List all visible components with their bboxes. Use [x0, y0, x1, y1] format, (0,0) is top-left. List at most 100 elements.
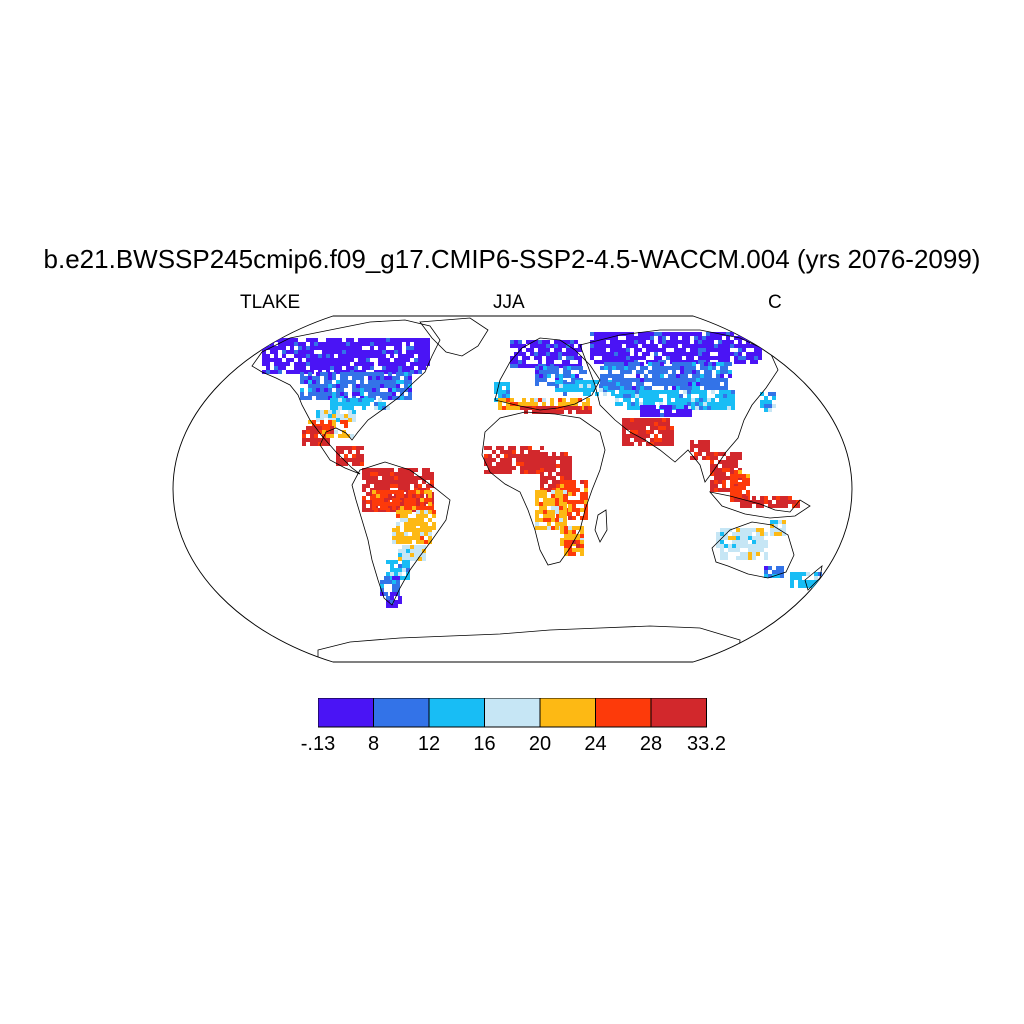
field-cell	[655, 390, 659, 394]
field-cell	[746, 344, 750, 348]
field-cell	[372, 490, 376, 494]
field-cell	[567, 366, 571, 370]
field-cell	[398, 342, 402, 346]
field-cell	[262, 338, 266, 342]
field-cell	[332, 376, 336, 380]
field-cell	[384, 502, 388, 506]
field-cell	[650, 332, 654, 336]
field-cell	[648, 370, 652, 374]
field-cell	[326, 354, 330, 358]
field-cell	[750, 360, 754, 364]
field-cell	[660, 370, 664, 374]
field-cell	[366, 358, 370, 362]
field-cell	[642, 418, 646, 422]
field-cell	[530, 398, 534, 402]
field-cell	[691, 390, 695, 394]
field-cell	[634, 340, 638, 344]
field-cell	[576, 488, 580, 492]
field-cell	[688, 386, 692, 390]
field-cell	[546, 360, 550, 364]
field-cell	[640, 409, 644, 413]
field-cell	[754, 344, 758, 348]
field-cell	[502, 394, 506, 398]
field-cell	[424, 498, 428, 502]
field-cell	[600, 374, 604, 378]
field-cell	[576, 526, 580, 530]
field-cell	[780, 574, 784, 578]
field-cell	[366, 500, 370, 504]
field-cell	[626, 336, 630, 340]
field-cell	[320, 388, 324, 392]
field-cell	[520, 446, 524, 450]
field-cell	[587, 384, 591, 388]
field-cell	[432, 522, 436, 526]
field-cell	[555, 490, 559, 494]
field-cell	[704, 378, 708, 382]
field-cell	[390, 568, 394, 572]
field-cell	[658, 426, 662, 430]
field-cell	[551, 526, 555, 530]
field-cell	[360, 462, 364, 466]
field-cell	[634, 434, 638, 438]
field-cell	[572, 488, 576, 492]
field-cell	[406, 338, 410, 342]
field-cell	[543, 506, 547, 510]
field-cell	[274, 366, 278, 370]
field-cell	[420, 494, 424, 498]
field-cell	[702, 340, 706, 344]
field-cell	[348, 458, 352, 462]
field-cell	[688, 382, 692, 386]
field-cell	[536, 470, 540, 474]
field-cell	[798, 584, 802, 588]
field-cell	[560, 476, 564, 480]
coastline-antarctica	[317, 625, 741, 662]
field-cell	[330, 362, 334, 366]
field-cell	[699, 402, 703, 406]
field-cell	[723, 406, 727, 410]
field-cell	[380, 494, 384, 498]
field-cell	[510, 398, 514, 402]
field-cell	[322, 362, 326, 366]
field-cell	[316, 414, 320, 418]
field-cell	[706, 448, 710, 452]
field-cell	[346, 350, 350, 354]
field-cell	[734, 344, 738, 348]
field-cell	[424, 514, 428, 518]
field-cell	[651, 394, 655, 398]
field-cell	[618, 332, 622, 336]
field-cell	[682, 332, 686, 336]
field-cell	[398, 553, 402, 557]
field-cell	[432, 510, 436, 514]
field-cell	[492, 466, 496, 470]
field-cell	[398, 564, 402, 568]
field-cell	[654, 422, 658, 426]
field-cell	[571, 366, 575, 370]
field-cell	[760, 528, 764, 532]
field-cell	[408, 494, 412, 498]
field-cell	[526, 364, 530, 368]
field-cell	[748, 528, 752, 532]
field-cell	[818, 584, 822, 588]
field-cell	[794, 576, 798, 580]
field-cell	[414, 342, 418, 346]
field-cell	[414, 553, 418, 557]
field-cell	[576, 500, 580, 504]
field-cell	[356, 446, 360, 450]
field-cell	[772, 396, 776, 400]
field-cell	[718, 352, 722, 356]
field-cell	[530, 348, 534, 352]
field-cell	[680, 362, 684, 366]
field-cell	[532, 410, 536, 414]
field-cell	[644, 386, 648, 390]
field-cell	[548, 488, 552, 492]
field-cell	[730, 468, 734, 472]
field-cell	[535, 514, 539, 518]
field-cell	[616, 382, 620, 386]
field-cell	[318, 346, 322, 350]
field-cell	[612, 366, 616, 370]
field-cell	[711, 390, 715, 394]
field-cell	[718, 452, 722, 456]
field-cell	[392, 396, 396, 400]
field-cell	[340, 372, 344, 376]
